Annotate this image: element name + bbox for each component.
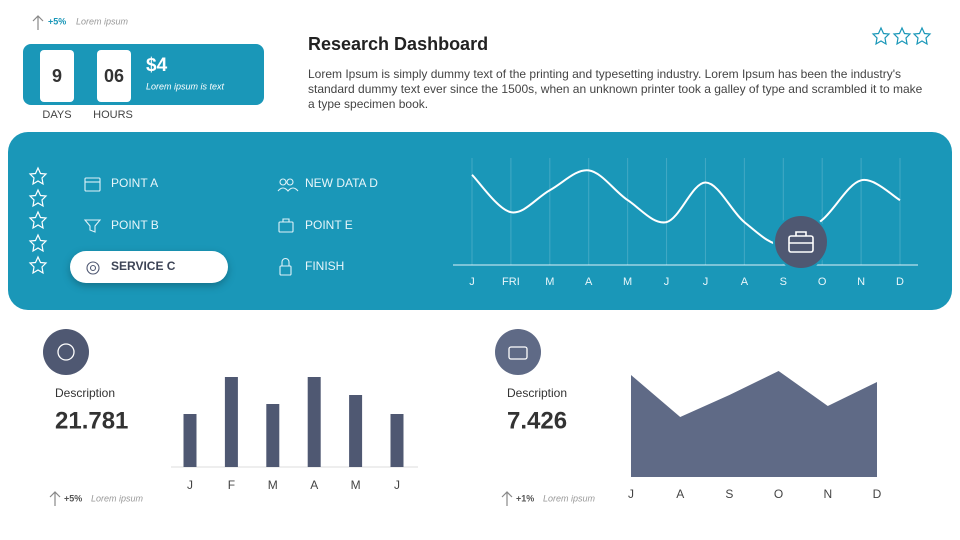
x-tick-label: J (469, 276, 475, 288)
desc-label: Description (507, 386, 567, 400)
days-tile (40, 50, 74, 102)
growth-note: Lorem ipsum (91, 493, 144, 503)
x-tick-label: J (394, 478, 400, 492)
side-stars (28, 166, 48, 275)
menu-icons (83, 177, 299, 276)
menu-item[interactable]: POINT A (111, 176, 158, 190)
service-icon (43, 329, 89, 375)
area (631, 371, 877, 477)
x-tick-label: A (310, 478, 318, 492)
selected-pill[interactable] (70, 251, 228, 283)
growth: +1% (516, 493, 534, 503)
case-marker-glyph (789, 231, 813, 244)
growth-note: Lorem ipsum (76, 16, 129, 26)
bar (390, 414, 404, 467)
growth: +5% (64, 493, 82, 503)
line (471, 169, 901, 247)
x-tick-label: A (585, 276, 593, 288)
x-tick-label: A (676, 487, 684, 501)
hours-tile (97, 50, 131, 102)
x-tick-label: A (741, 276, 749, 288)
bar (266, 404, 280, 467)
service-icon-glyph (57, 343, 75, 361)
x-tick-label: J (664, 276, 670, 288)
x-tick-label: D (873, 487, 882, 501)
x-tick-label: F (228, 478, 235, 492)
hours: 06 (104, 66, 124, 86)
price-note: Lorem ipsum is text (146, 81, 225, 91)
desc-value: 7.426 (507, 407, 567, 434)
bar (307, 377, 321, 467)
x-tick-label: J (703, 276, 709, 288)
x-tick-label: N (823, 487, 832, 501)
title: Research Dashboard (308, 34, 488, 54)
menu-item[interactable]: POINT E (305, 218, 353, 232)
x-tick-label: S (725, 487, 733, 501)
menu-item[interactable]: POINT B (111, 218, 159, 232)
x-tick-label: M (351, 478, 361, 492)
body-text: Lorem Ipsum is simply dummy text of the … (308, 67, 923, 111)
countdown-box (23, 44, 264, 105)
case-marker-glyph (788, 235, 814, 253)
x-tick-label: M (623, 276, 632, 288)
growth-arrows (32, 15, 513, 506)
dynamic: POINT A POINT B SERVICE C NEW DATA D POINT E… (111, 158, 904, 501)
bar (349, 395, 363, 467)
x-tick-label: J (187, 478, 193, 492)
x-tick-label: FRI (502, 276, 520, 288)
bar (183, 414, 197, 467)
growth: +5% (48, 16, 66, 26)
hours-label: HOURS (93, 109, 133, 121)
bar (224, 377, 238, 467)
x-tick-label: D (896, 276, 904, 288)
x-tick-label: M (545, 276, 554, 288)
x-tick-label: M (268, 478, 278, 492)
desc-value: 21.781 (55, 407, 128, 434)
x-tick-label: J (628, 487, 634, 501)
case-icon (495, 329, 541, 375)
growth-note: Lorem ipsum (543, 493, 596, 503)
case-icon-glyph (508, 346, 528, 360)
x-tick-label: O (818, 276, 827, 288)
x-tick-label: S (780, 276, 787, 288)
case-marker (773, 214, 829, 270)
desc-label: Description (55, 386, 115, 400)
price: $4 (146, 55, 168, 76)
rating-stars (871, 26, 932, 46)
x-tick-label: O (774, 487, 783, 501)
menu-item[interactable]: FINISH (305, 259, 344, 273)
menu-item[interactable]: NEW DATA D (305, 176, 378, 190)
days-label: DAYS (42, 109, 71, 121)
x-tick-label: N (857, 276, 865, 288)
days: 9 (52, 66, 62, 86)
menu-item[interactable]: SERVICE C (111, 259, 176, 273)
